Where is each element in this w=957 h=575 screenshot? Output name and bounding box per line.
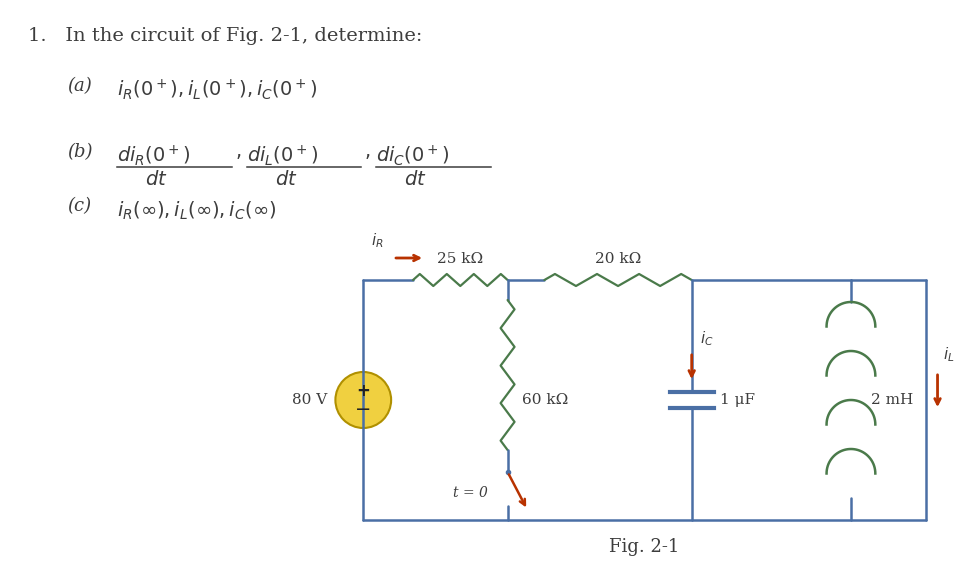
Text: $dt$: $dt$ xyxy=(145,170,167,189)
Text: 1.   In the circuit of Fig. 2-1, determine:: 1. In the circuit of Fig. 2-1, determine… xyxy=(28,27,422,45)
Text: 2 mH: 2 mH xyxy=(871,393,913,407)
Text: $di_R(0^+)$: $di_R(0^+)$ xyxy=(118,143,190,167)
Text: $dt$: $dt$ xyxy=(404,170,427,189)
Text: $i_R(0^+),i_L(0^+),i_C(0^+)$: $i_R(0^+),i_L(0^+),i_C(0^+)$ xyxy=(118,77,318,102)
Text: t = 0: t = 0 xyxy=(453,486,488,500)
Text: $dt$: $dt$ xyxy=(275,170,298,189)
Text: 60 kΩ: 60 kΩ xyxy=(522,393,568,407)
Text: $di_C(0^+)$: $di_C(0^+)$ xyxy=(376,143,450,167)
Text: $,$: $,$ xyxy=(234,143,241,161)
Text: 80 V: 80 V xyxy=(292,393,327,407)
Text: 25 kΩ: 25 kΩ xyxy=(436,252,483,266)
Text: Fig. 2-1: Fig. 2-1 xyxy=(609,538,679,556)
Text: 1 μF: 1 μF xyxy=(720,393,754,407)
Text: +: + xyxy=(356,382,370,400)
Text: $,$: $,$ xyxy=(365,143,370,161)
Text: (c): (c) xyxy=(68,197,92,215)
Text: $i_R(\infty),i_L(\infty),i_C(\infty)$: $i_R(\infty),i_L(\infty),i_C(\infty)$ xyxy=(118,200,277,223)
Text: (a): (a) xyxy=(68,77,93,95)
Circle shape xyxy=(335,372,391,428)
Text: −: − xyxy=(355,401,371,420)
Text: $i_C$: $i_C$ xyxy=(700,329,713,348)
Text: 20 kΩ: 20 kΩ xyxy=(595,252,641,266)
Text: $i_R$: $i_R$ xyxy=(370,231,383,250)
Text: $di_L(0^+)$: $di_L(0^+)$ xyxy=(247,143,319,167)
Text: (b): (b) xyxy=(68,143,93,161)
Text: $i_L$: $i_L$ xyxy=(944,346,955,364)
